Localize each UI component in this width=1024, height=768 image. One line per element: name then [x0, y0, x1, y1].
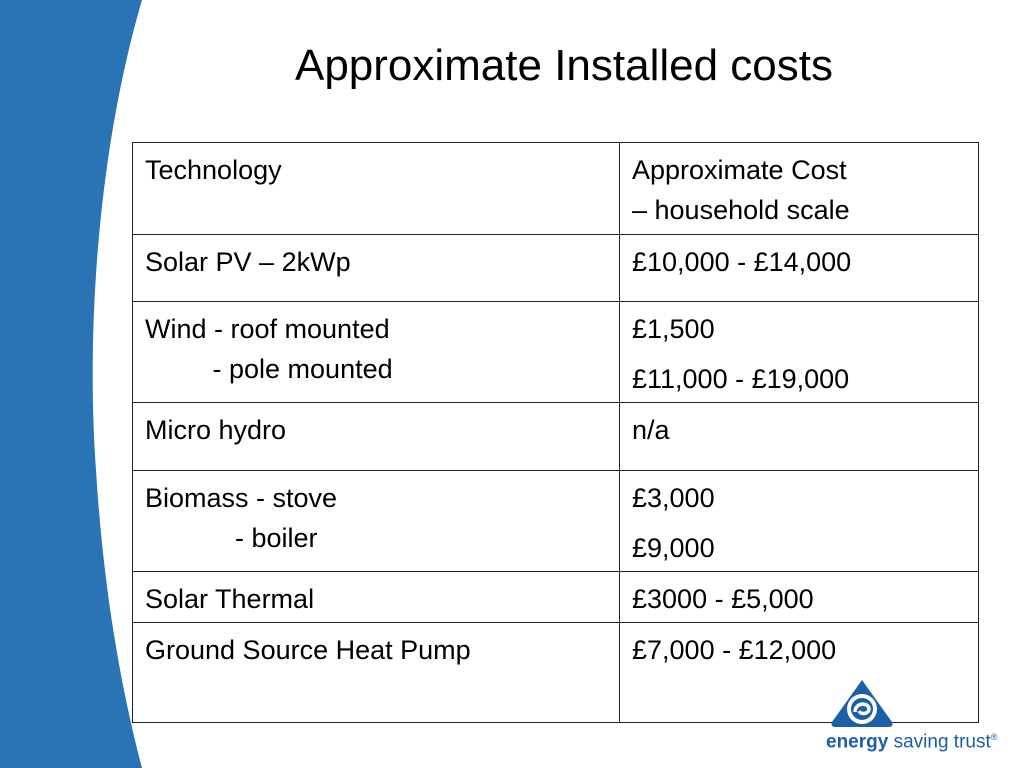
tech-cell: Biomass - stove - boiler [132, 470, 620, 572]
tech-cell: Micro hydro [132, 402, 620, 471]
slide-title: Approximate Installed costs [294, 41, 834, 90]
cost-cell: £10,000 - £14,000 [619, 234, 979, 302]
cost-cell: £7,000 - £12,000 [619, 622, 979, 723]
table-row: Solar PV – 2kWp £10,000 - £14,000 [132, 234, 979, 302]
cost-cell: £1,500 £11,000 - £19,000 [619, 301, 979, 403]
tech-cell: Ground Source Heat Pump [132, 622, 620, 723]
table-row: Biomass - stove - boiler £3,000 £9,000 [132, 470, 979, 572]
energy-saving-trust-logo: energy saving trust® [826, 678, 1016, 754]
logo-wordmark: energy saving trust® [826, 731, 998, 753]
table-row: Solar Thermal £3000 - £5,000 [132, 571, 979, 623]
swirl-logo-icon [831, 680, 893, 727]
tech-cell: Solar Thermal [132, 571, 620, 623]
cost-cell: £3000 - £5,000 [619, 571, 979, 623]
left-decorative-band [0, 0, 142, 768]
table-header-row: Technology Approximate Cost – household … [132, 142, 979, 235]
header-technology: Technology [132, 142, 620, 235]
cost-table: Technology Approximate Cost – household … [132, 142, 979, 723]
tech-cell: Wind - roof mounted - pole mounted [132, 301, 620, 403]
table-row: Wind - roof mounted - pole mounted £1,50… [132, 301, 979, 403]
tech-cell: Solar PV – 2kWp [132, 234, 620, 302]
table-row: Ground Source Heat Pump £7,000 - £12,000 [132, 622, 979, 723]
cost-cell: £3,000 £9,000 [619, 470, 979, 572]
header-approximate-cost: Approximate Cost – household scale [619, 142, 979, 235]
cost-cell: n/a [619, 402, 979, 471]
table-row: Micro hydro n/a [132, 402, 979, 471]
